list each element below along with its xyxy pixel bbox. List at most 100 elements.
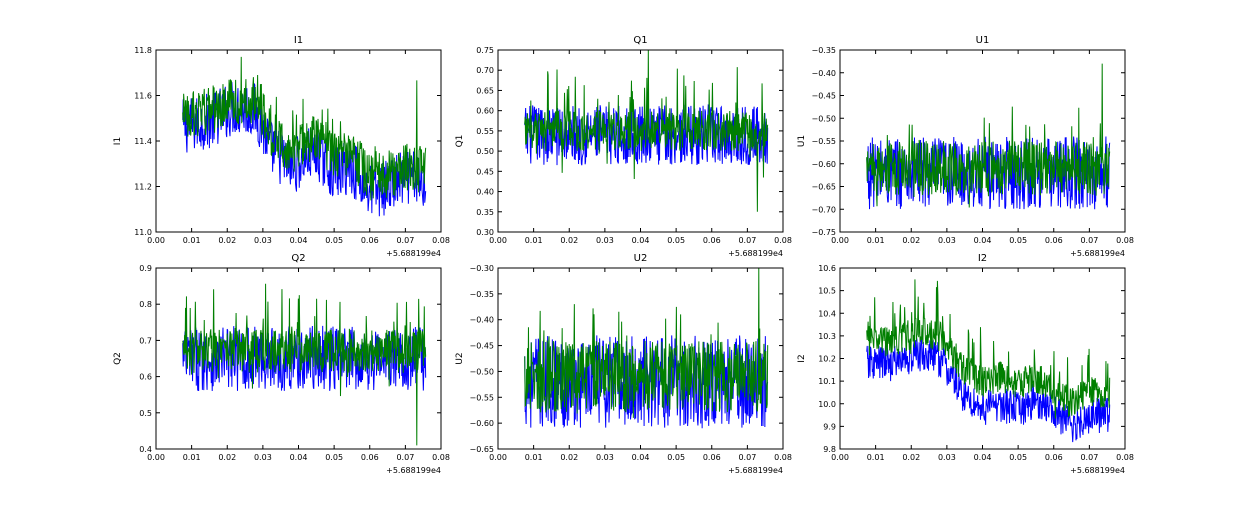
y-tick-label: 10.2 (818, 355, 836, 364)
y-tick-label: 9.9 (823, 422, 836, 431)
subplot-Q2: 0.00 0.01 0.02 0.03 0.04 0.05 0.06 0.07 0.08 0.4 0… (113, 253, 450, 475)
x-tick-label: 0.08 (774, 236, 792, 245)
x-tick-label: 0.00 (831, 453, 849, 462)
y-tick-label: 0.8 (139, 300, 152, 309)
y-tick-label: 10.5 (818, 287, 836, 296)
y-tick-label: 11.2 (134, 183, 152, 192)
y-tick-label: −0.60 (811, 160, 836, 169)
x-tick-label: 0.02 (218, 453, 236, 462)
y-tick-label: 11.6 (134, 92, 152, 101)
y-tick-label: 10.4 (818, 309, 836, 318)
x-tick-label: 0.04 (632, 236, 650, 245)
y-tick-label: 10.3 (818, 332, 836, 341)
series-line-2 (182, 56, 427, 201)
subplot-Q1: 0.00 0.01 0.02 0.03 0.04 0.05 0.06 0.07 0.08 0.30… (455, 35, 792, 258)
x-offset-label: +5.688199e4 (1070, 466, 1125, 475)
y-tick-label: 10.1 (818, 377, 836, 386)
subplot-U2: 0.00 0.01 0.02 0.03 0.04 0.05 0.06 0.07 0.08 −0.6… (455, 253, 792, 475)
x-tick-label: 0.03 (938, 453, 956, 462)
x-tick-label: 0.03 (254, 236, 272, 245)
series-line-2 (524, 50, 769, 212)
x-tick-label: 0.03 (596, 453, 614, 462)
series-line-2 (866, 63, 1111, 208)
x-tick-label: 0.01 (525, 236, 543, 245)
subplot-title: I1 (294, 35, 303, 46)
x-tick-label: 0.01 (867, 236, 885, 245)
y-axis-label: I2 (797, 354, 807, 362)
subplot-title: I2 (978, 253, 987, 264)
subplot-I2: 0.00 0.01 0.02 0.03 0.04 0.05 0.06 0.07 0.08 9.8 9… (797, 253, 1134, 475)
x-tick-label: 0.05 (325, 453, 343, 462)
x-tick-label: 0.01 (867, 453, 885, 462)
y-tick-label: 0.45 (476, 167, 494, 176)
series-line-2 (866, 279, 1111, 419)
series-line-2 (182, 283, 427, 446)
x-tick-label: 0.04 (290, 236, 308, 245)
x-tick-label: 0.06 (703, 236, 721, 245)
subplot-title: Q2 (291, 253, 305, 264)
y-tick-label: −0.60 (469, 419, 494, 428)
x-tick-label: 0.03 (254, 453, 272, 462)
series-line-2 (524, 268, 769, 418)
x-tick-label: 0.00 (489, 236, 507, 245)
x-tick-label: 0.03 (938, 236, 956, 245)
y-tick-label: 11.8 (134, 46, 152, 55)
y-tick-label: −0.35 (469, 290, 494, 299)
y-tick-label: −0.50 (811, 114, 836, 123)
y-tick-label: −0.40 (469, 316, 494, 325)
x-offset-label: +5.688199e4 (386, 249, 441, 258)
x-tick-label: 0.05 (667, 236, 685, 245)
y-tick-label: 10.0 (818, 400, 836, 409)
x-tick-label: 0.05 (667, 453, 685, 462)
x-tick-label: 0.04 (290, 453, 308, 462)
x-offset-label: +5.688199e4 (728, 249, 783, 258)
x-tick-label: 0.07 (1080, 236, 1098, 245)
x-tick-label: 0.02 (902, 453, 920, 462)
x-tick-label: 0.06 (1045, 236, 1063, 245)
y-axis-label: U2 (455, 352, 465, 364)
y-tick-label: −0.65 (469, 445, 494, 454)
y-axis-label: I1 (113, 137, 123, 145)
subplot-I1: 0.00 0.01 0.02 0.03 0.04 0.05 0.06 0.07 0.08 11.0… (113, 35, 450, 258)
x-offset-label: +5.688199e4 (386, 466, 441, 475)
y-tick-label: −0.35 (811, 46, 836, 55)
y-axis-label: Q2 (113, 352, 123, 365)
x-tick-label: 0.07 (738, 453, 756, 462)
x-tick-label: 0.04 (632, 453, 650, 462)
axes-frame (155, 49, 442, 233)
x-tick-label: 0.08 (774, 453, 792, 462)
y-tick-label: 0.65 (476, 86, 494, 95)
x-tick-label: 0.06 (361, 236, 379, 245)
y-tick-label: 0.55 (476, 127, 494, 136)
y-tick-label: 9.8 (823, 445, 836, 454)
subplot-title: U2 (634, 253, 648, 264)
y-axis-label: Q1 (455, 135, 465, 148)
x-offset-label: +5.688199e4 (728, 466, 783, 475)
x-tick-label: 0.07 (396, 236, 414, 245)
x-tick-label: 0.02 (902, 236, 920, 245)
y-tick-label: −0.55 (469, 393, 494, 402)
y-tick-label: 0.75 (476, 46, 494, 55)
y-tick-label: −0.70 (811, 205, 836, 214)
y-tick-label: 0.4 (139, 445, 152, 454)
y-tick-label: 0.6 (139, 373, 152, 382)
y-tick-label: 0.9 (139, 264, 152, 273)
x-tick-label: 0.02 (560, 236, 578, 245)
x-offset-label: +5.688199e4 (1070, 249, 1125, 258)
y-tick-label: −0.55 (811, 137, 836, 146)
x-tick-label: 0.05 (1009, 453, 1027, 462)
subplot-title: U1 (976, 35, 990, 46)
y-tick-label: −0.45 (811, 92, 836, 101)
y-tick-label: 0.50 (476, 147, 494, 156)
x-tick-label: 0.03 (596, 236, 614, 245)
x-tick-label: 0.00 (147, 453, 165, 462)
x-tick-label: 0.00 (489, 453, 507, 462)
x-tick-label: 0.06 (703, 453, 721, 462)
y-tick-label: 11.4 (134, 137, 152, 146)
y-tick-label: −0.75 (811, 228, 836, 237)
x-tick-label: 0.00 (147, 236, 165, 245)
y-axis-label: U1 (797, 135, 807, 147)
y-tick-label: 0.5 (139, 409, 152, 418)
